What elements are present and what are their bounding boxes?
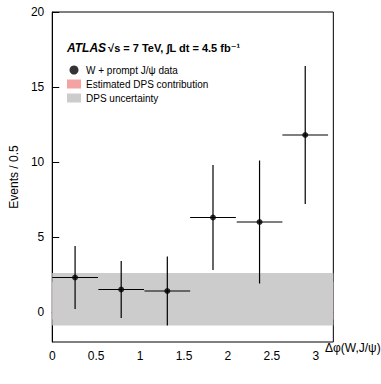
svg-text:2.5: 2.5 — [264, 349, 281, 363]
svg-text:√s = 7 TeV, ∫L dt = 4.5 fb⁻¹: √s = 7 TeV, ∫L dt = 4.5 fb⁻¹ — [108, 42, 240, 55]
svg-text:Events / 0.5: Events / 0.5 — [7, 145, 21, 209]
svg-text:Δφ(W,J/ψ): Δφ(W,J/ψ) — [325, 341, 381, 355]
svg-text:1.5: 1.5 — [176, 349, 193, 363]
svg-text:ATLAS: ATLAS — [66, 41, 106, 55]
svg-text:5: 5 — [38, 230, 45, 244]
svg-text:Estimated DPS contribution: Estimated DPS contribution — [86, 79, 208, 90]
svg-text:W + prompt J/ψ data: W + prompt J/ψ data — [86, 65, 178, 76]
svg-text:3: 3 — [312, 349, 319, 363]
svg-text:0: 0 — [49, 349, 56, 363]
svg-text:10: 10 — [31, 155, 45, 169]
svg-text:0: 0 — [38, 305, 45, 319]
svg-text:DPS uncertainty: DPS uncertainty — [86, 93, 158, 104]
svg-text:15: 15 — [31, 80, 45, 94]
svg-text:2: 2 — [225, 349, 232, 363]
svg-text:0.5: 0.5 — [88, 349, 105, 363]
svg-text:20: 20 — [31, 5, 45, 19]
svg-text:1: 1 — [137, 349, 144, 363]
